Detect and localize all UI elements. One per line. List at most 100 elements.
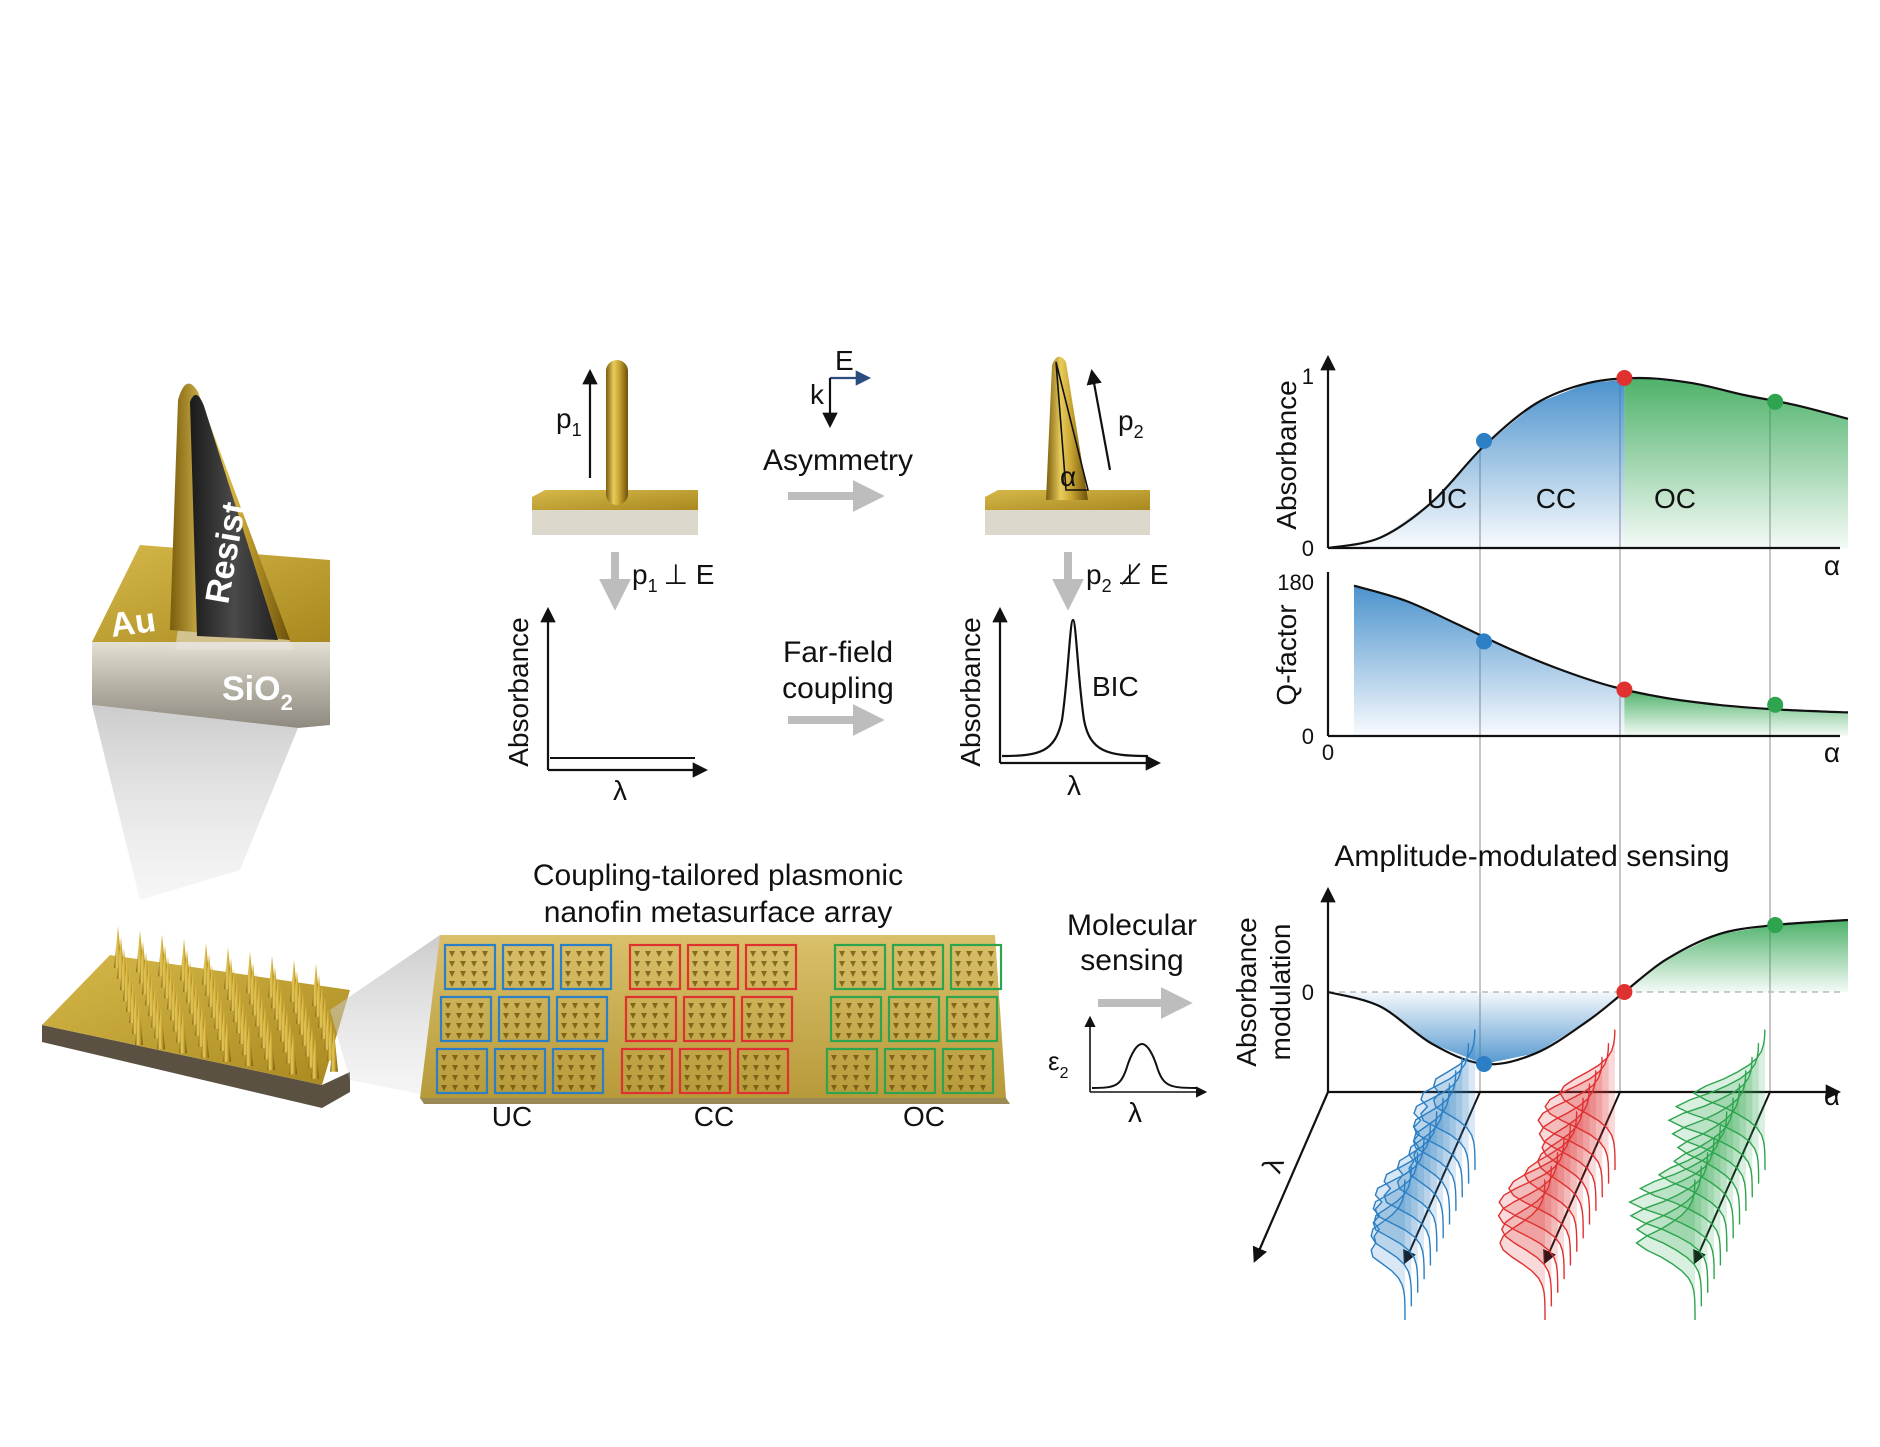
cell-fin xyxy=(750,971,756,977)
cell-fin xyxy=(510,1065,516,1071)
cell-fin xyxy=(474,1085,480,1091)
cell-fin xyxy=(947,1065,953,1071)
bic-peak-curve xyxy=(1001,618,1149,758)
cell-fin xyxy=(911,1055,917,1061)
cell-fin xyxy=(864,1055,870,1061)
cell-fin xyxy=(525,1033,531,1039)
cell-fin xyxy=(684,1065,690,1071)
cell-fin xyxy=(850,961,856,967)
cell-fin xyxy=(452,1075,458,1081)
cell-fin xyxy=(652,1013,658,1019)
cell-fin xyxy=(645,961,651,967)
marker-oc xyxy=(1767,393,1784,410)
cell-fin xyxy=(768,1003,774,1009)
cell-fin xyxy=(637,1065,643,1071)
cell-fin xyxy=(634,951,640,957)
cell-fin xyxy=(721,1003,727,1009)
cell-fin xyxy=(846,1023,852,1029)
cell-fin xyxy=(721,1023,727,1029)
cell-fin xyxy=(872,971,878,977)
dipole-p2-arrow xyxy=(1086,368,1112,471)
cell-fin xyxy=(768,1023,774,1029)
cell-fin xyxy=(688,1013,694,1019)
mod-zlabel: λ xyxy=(1256,1153,1290,1177)
cell-fin xyxy=(714,961,720,967)
cell-fin xyxy=(872,961,878,967)
cell-fin xyxy=(962,1013,968,1019)
cell-fin xyxy=(861,961,867,967)
abs-ylabel: Absorbance xyxy=(1271,380,1302,529)
array-cell xyxy=(949,943,1003,991)
cell-fin xyxy=(583,1013,589,1019)
array-cell xyxy=(555,995,609,1043)
au-label: Au xyxy=(108,601,158,645)
cell-fin xyxy=(561,1033,567,1039)
array-cell xyxy=(620,1047,674,1095)
cell-fin xyxy=(594,1003,600,1009)
waterfall-oc xyxy=(1628,1029,1771,1320)
cell-fin xyxy=(764,1055,770,1061)
cell-fin xyxy=(456,1013,462,1019)
cell-fin xyxy=(572,1013,578,1019)
array-cell xyxy=(686,943,740,991)
cell-fin xyxy=(714,951,720,957)
cell-fin xyxy=(445,1033,451,1039)
cell-fin xyxy=(839,971,845,977)
cell-fin xyxy=(656,971,662,977)
cell-fin xyxy=(540,951,546,957)
cell-fin xyxy=(988,971,994,977)
cell-fin xyxy=(557,1075,563,1081)
pillar-right: α p2 xyxy=(985,356,1150,535)
cell-fin xyxy=(973,1013,979,1019)
cell-fin xyxy=(850,971,856,977)
cell-fin xyxy=(853,1055,859,1061)
array-fin xyxy=(223,1019,231,1062)
cell-fin xyxy=(641,1033,647,1039)
cell-fin xyxy=(441,1085,447,1091)
spectrum-line xyxy=(1372,1151,1419,1293)
cell-fin xyxy=(779,1023,785,1029)
zoom-beam-right xyxy=(330,935,450,1100)
cell-fin xyxy=(634,981,640,987)
pillar-left-base-side xyxy=(532,510,698,535)
molecular-sensing-2: sensing xyxy=(1080,944,1183,977)
cell-fin xyxy=(908,981,914,987)
spectrum-line xyxy=(1628,1138,1715,1280)
cell-fin xyxy=(445,1013,451,1019)
spectrum-line xyxy=(1537,1097,1584,1239)
spectrum-line xyxy=(1497,1151,1559,1293)
cell-fin xyxy=(714,981,720,987)
cell-fin xyxy=(753,1075,759,1081)
cell-fin xyxy=(893,1013,899,1019)
array-cell xyxy=(493,1047,547,1095)
cell-fin xyxy=(775,1065,781,1071)
cell-fin xyxy=(667,961,673,967)
cell-fin xyxy=(695,1055,701,1061)
array-fin xyxy=(267,1028,275,1071)
cell-fin xyxy=(772,961,778,967)
cell-fin xyxy=(557,1085,563,1091)
cell-fin xyxy=(915,1033,921,1039)
cell-fin xyxy=(583,1003,589,1009)
cell-fin xyxy=(579,1085,585,1091)
cell-fin xyxy=(753,1085,759,1091)
cell-fin xyxy=(753,1065,759,1071)
cell-fin xyxy=(482,951,488,957)
cell-fin xyxy=(757,1003,763,1009)
cell-fin xyxy=(659,1085,665,1091)
angle-alpha-label: α xyxy=(1060,461,1076,492)
array-cell xyxy=(887,995,941,1043)
spectrum-line xyxy=(1629,1151,1709,1293)
cell-fin xyxy=(648,1065,654,1071)
spectrum-line xyxy=(1383,1124,1432,1266)
cell-fin xyxy=(445,1003,451,1009)
eps-peak-curve xyxy=(1091,1042,1197,1089)
cell-fin xyxy=(779,1033,785,1039)
cell-fin xyxy=(568,1085,574,1091)
cell-fin xyxy=(911,1075,917,1081)
cell-fin xyxy=(947,1085,953,1091)
spectrum-line xyxy=(1501,1165,1553,1307)
cell-fin xyxy=(984,1003,990,1009)
cell-fin xyxy=(699,1033,705,1039)
